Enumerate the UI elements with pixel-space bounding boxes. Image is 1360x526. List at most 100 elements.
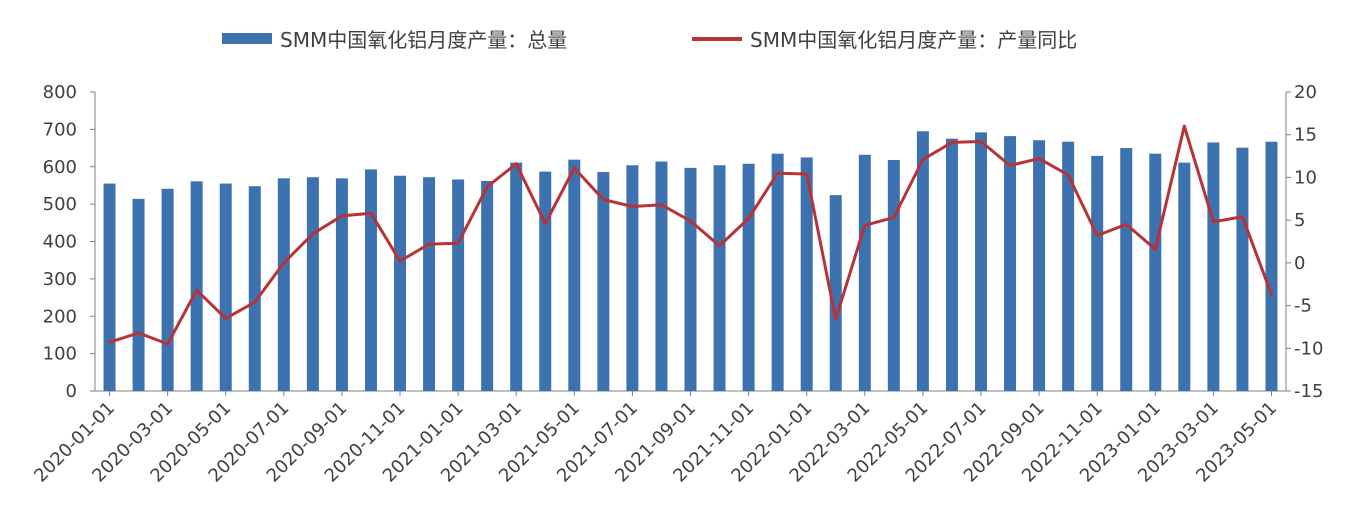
- y-left-tick-label: 400: [43, 232, 77, 253]
- y-left-tick-label: 500: [43, 194, 77, 215]
- yoy-point: [601, 198, 605, 202]
- legend-item-total: SMM中国氧化铝月度产量：总量: [222, 24, 567, 53]
- bar: [742, 163, 755, 391]
- y-left-tick-label: 200: [43, 306, 77, 327]
- legend-item-yoy: SMM中国氧化铝月度产量：产量同比: [692, 24, 1077, 53]
- bar: [1149, 153, 1162, 391]
- bar: [568, 159, 581, 391]
- bar: [423, 177, 436, 391]
- bar: [945, 138, 958, 391]
- yoy-point: [659, 203, 663, 207]
- y-right-tick-label: 0: [1294, 253, 1305, 274]
- bar: [974, 132, 987, 392]
- yoy-point: [718, 244, 722, 248]
- yoy-point: [1008, 163, 1012, 167]
- yoy-point: [572, 166, 576, 170]
- legend-bar-swatch: [222, 33, 272, 44]
- bar: [1033, 140, 1046, 391]
- bar: [1062, 141, 1075, 391]
- yoy-point: [514, 162, 518, 166]
- bar: [510, 162, 523, 391]
- yoy-point: [1124, 222, 1128, 226]
- yoy-point: [369, 211, 373, 215]
- bar: [277, 178, 290, 391]
- bar: [626, 165, 639, 391]
- yoy-point: [340, 214, 344, 218]
- legend-line-label: SMM中国氧化铝月度产量：产量同比: [750, 28, 1078, 52]
- bar: [161, 188, 174, 391]
- bar: [655, 161, 668, 391]
- bar: [481, 180, 494, 391]
- y-left-tick-label: 0: [66, 381, 77, 402]
- yoy-point: [1066, 173, 1070, 177]
- bar: [1207, 142, 1220, 391]
- bar: [539, 171, 552, 391]
- bar: [800, 157, 813, 391]
- yoy-point: [921, 157, 925, 161]
- y-right-tick-label: 5: [1294, 210, 1305, 231]
- bar: [452, 179, 465, 391]
- y-right-tick-label: 15: [1294, 125, 1317, 146]
- yoy-point: [253, 300, 257, 304]
- legend-line-swatch: [692, 36, 742, 41]
- bar: [916, 131, 929, 391]
- y-left-tick-label: 800: [43, 82, 77, 103]
- yoy-point: [1269, 292, 1273, 296]
- y-left-tick-label: 300: [43, 269, 77, 290]
- legend-bar-label: SMM中国氧化铝月度产量：总量: [280, 28, 568, 52]
- bar: [1236, 147, 1249, 391]
- yoy-point: [456, 241, 460, 245]
- yoy-point: [1211, 220, 1215, 224]
- yoy-point: [1095, 234, 1099, 238]
- y-right-tick-label: 20: [1294, 82, 1317, 103]
- yoy-point: [689, 219, 692, 223]
- bar: [190, 181, 203, 391]
- yoy-point: [1182, 124, 1186, 128]
- yoy-point: [224, 316, 228, 320]
- yoy-point: [108, 340, 112, 344]
- yoy-point: [398, 259, 402, 263]
- yoy-point: [282, 261, 286, 265]
- yoy-point: [137, 331, 141, 335]
- yoy-point: [892, 216, 896, 220]
- bar: [219, 183, 232, 391]
- yoy-point: [805, 172, 809, 176]
- yoy-point: [166, 342, 170, 346]
- yoy-point: [950, 140, 954, 144]
- bar: [858, 154, 871, 391]
- y-right-tick-label: 10: [1294, 167, 1317, 188]
- bar: [394, 175, 407, 391]
- bar: [829, 195, 842, 391]
- bar: [684, 167, 697, 391]
- bar: [1120, 148, 1133, 391]
- yoy-point: [863, 223, 867, 227]
- yoy-point: [776, 171, 780, 175]
- yoy-point: [747, 216, 751, 220]
- yoy-point: [311, 232, 315, 236]
- yoy-point: [630, 204, 634, 208]
- bar: [306, 177, 319, 391]
- bar: [1265, 141, 1278, 391]
- yoy-point: [195, 288, 199, 292]
- bar: [132, 198, 145, 391]
- yoy-point: [979, 140, 983, 144]
- y-right-tick-label: -15: [1294, 381, 1323, 402]
- yoy-point: [1153, 247, 1157, 251]
- bar: [248, 186, 261, 391]
- bar: [713, 165, 726, 391]
- bar: [103, 183, 116, 391]
- y-right-tick-label: -5: [1294, 296, 1312, 317]
- bar: [597, 171, 610, 391]
- bar: [364, 169, 377, 391]
- bar: [887, 160, 900, 391]
- y-left-tick-label: 700: [43, 119, 77, 140]
- bar: [1178, 162, 1191, 391]
- legend: SMM中国氧化铝月度产量：总量 SMM中国氧化铝月度产量：产量同比: [0, 24, 1360, 54]
- bar: [1004, 136, 1017, 391]
- bar: [771, 153, 784, 391]
- yoy-point: [1240, 215, 1244, 219]
- bar: [1091, 155, 1104, 391]
- yoy-point: [543, 222, 547, 226]
- yoy-point: [485, 185, 489, 189]
